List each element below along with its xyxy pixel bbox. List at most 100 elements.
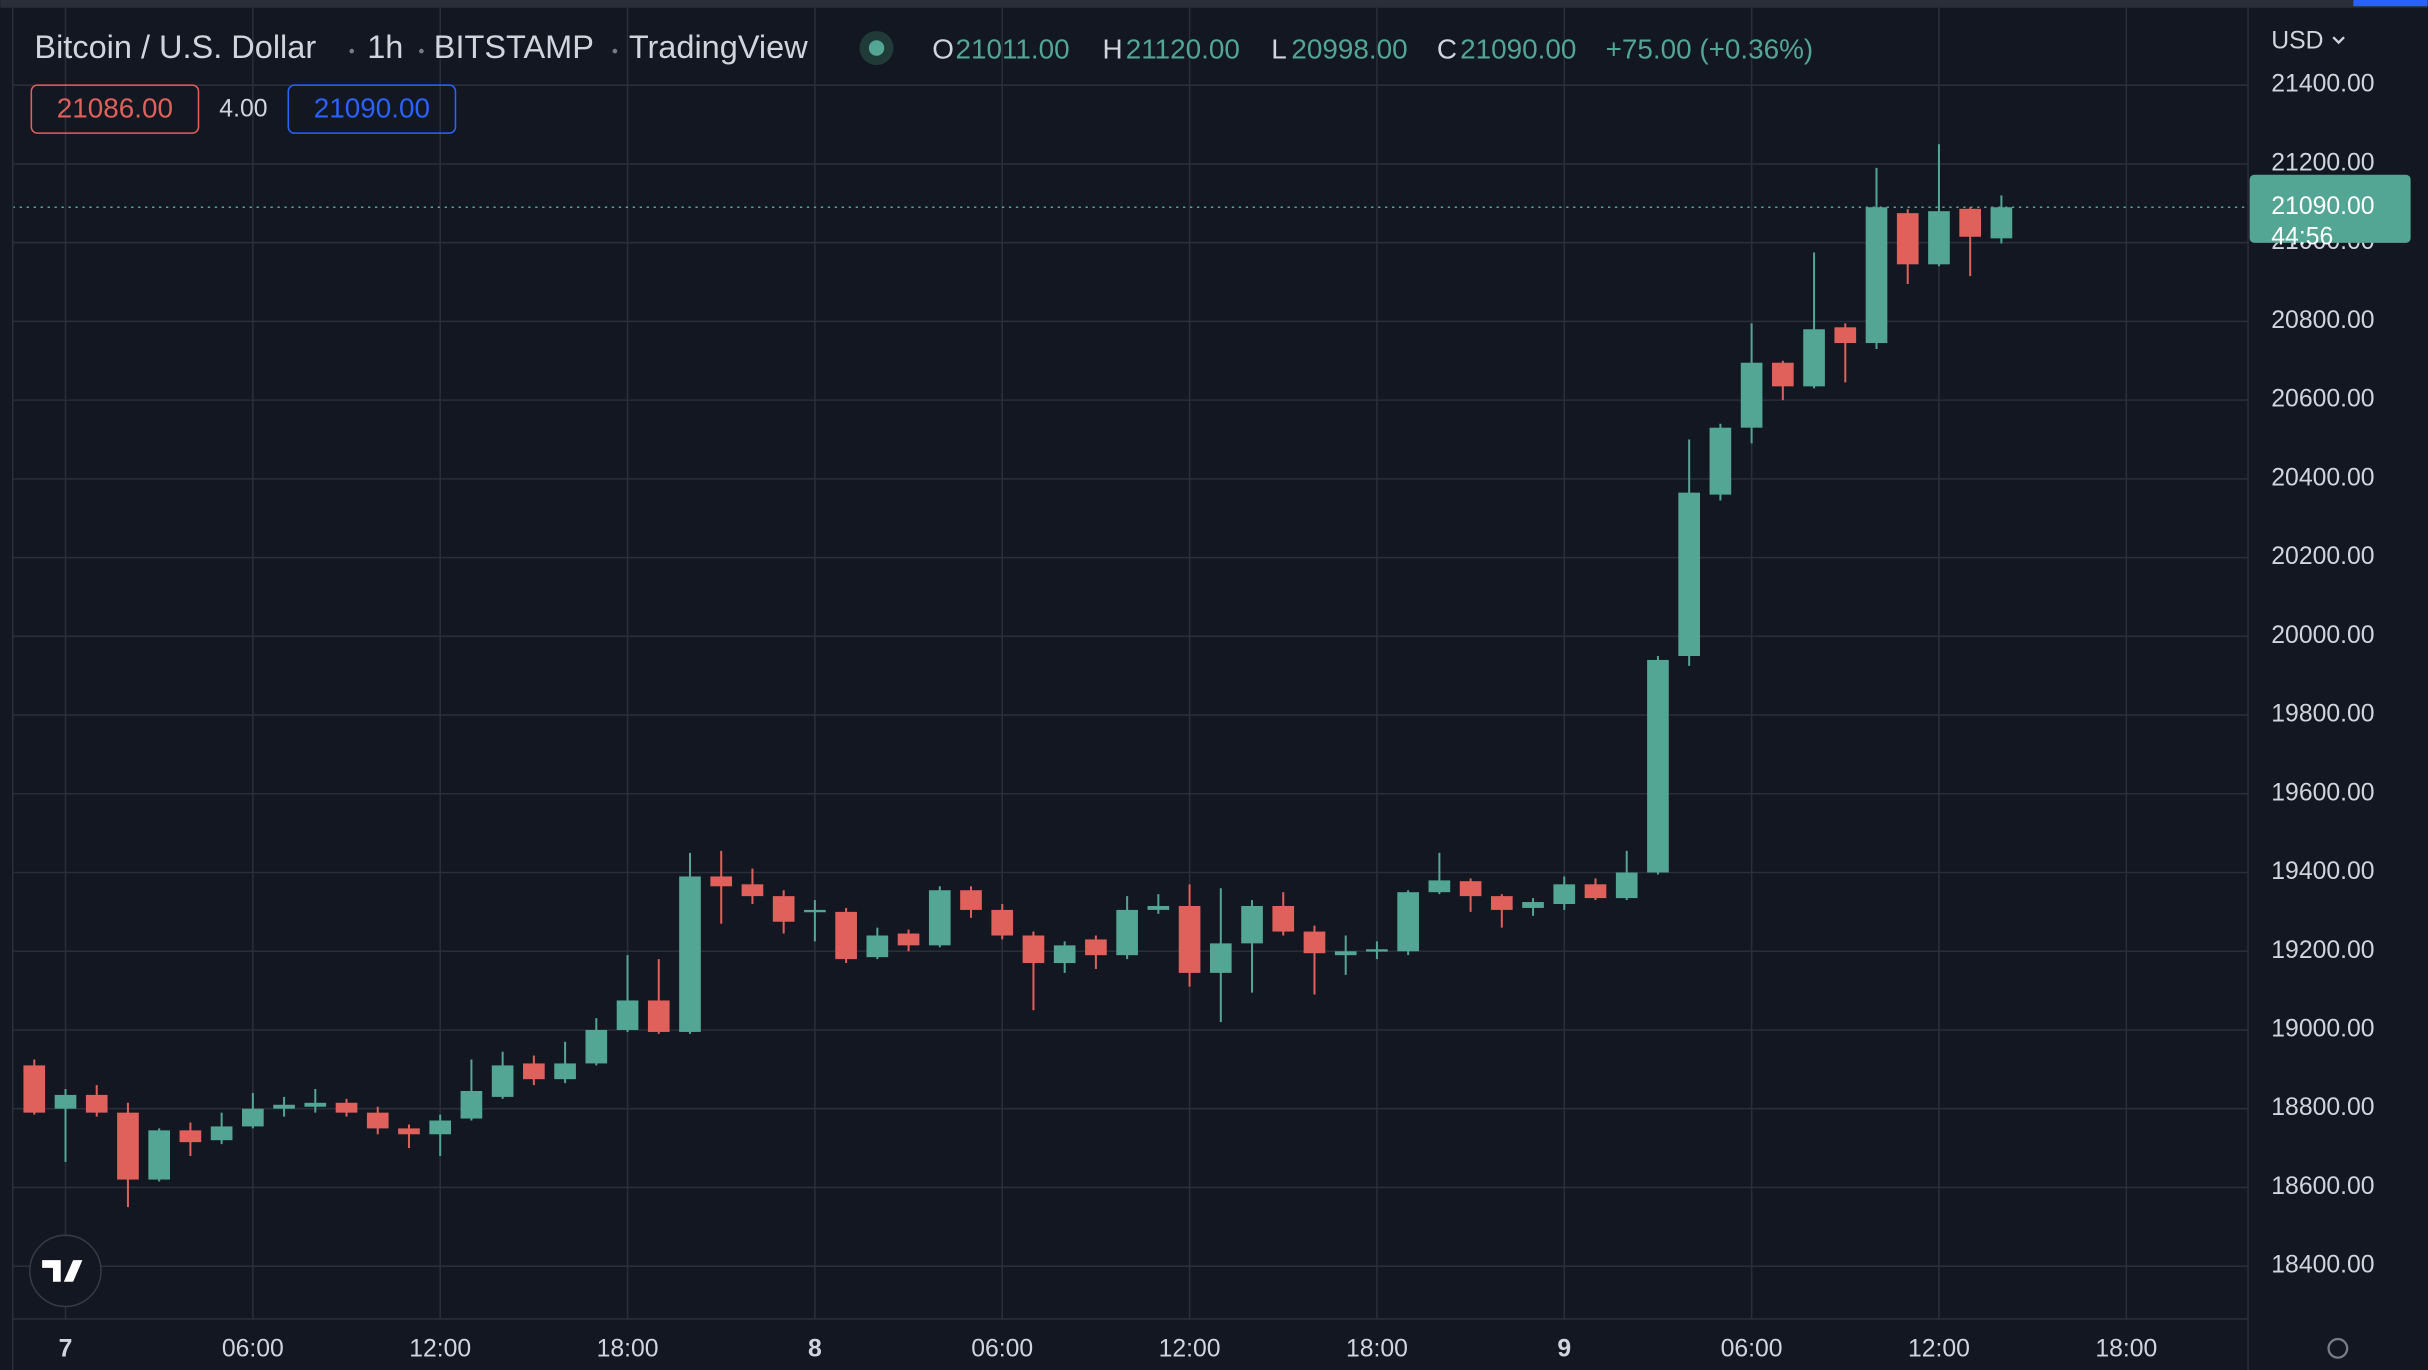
candle-body [1647,659,1669,873]
candle-body [1522,902,1544,908]
candle-body [85,1094,108,1113]
y-tick-label: 20400.00 [2271,464,2374,491]
y-tick-label: 19600.00 [2271,779,2374,806]
x-tick-label: 06:00 [1721,1335,1783,1362]
x-tick-label: 18:00 [597,1335,659,1362]
candle-body [210,1126,233,1141]
candle-body [928,890,951,946]
close-value: 21090.00 [1460,33,1576,64]
candle-body [148,1130,171,1180]
top-accent [2353,0,2428,7]
y-tick-label: 19400.00 [2271,858,2374,885]
y-tick-label: 18600.00 [2271,1173,2374,1200]
x-tick-label: 06:00 [971,1335,1033,1362]
candle-body [1928,211,1950,265]
y-tick-label: 18400.00 [2271,1252,2374,1279]
candle-body [304,1102,327,1107]
candle-body [1772,362,1794,387]
candle-body [1459,881,1482,897]
price-label-box [2249,174,2411,243]
candle-body [1740,362,1763,428]
currency-chevron[interactable] [2332,36,2345,45]
candle-body [523,1063,545,1080]
y-tick-label: 19800.00 [2271,701,2374,728]
candle-body [1178,905,1201,973]
candle-body [491,1065,514,1097]
candle-body [1209,943,1232,973]
y-tick-label: 19200.00 [2271,937,2374,964]
high-value: 21120.00 [1126,33,1240,64]
candle-body [710,876,733,887]
logo[interactable] [28,1234,102,1308]
candle-body [647,1000,670,1032]
logo-mark[interactable] [42,1260,83,1282]
candle-body [366,1112,389,1129]
candle-body [335,1102,358,1113]
y-tick-label: 20800.00 [2271,307,2374,334]
x-tick-label: 7 [59,1335,73,1362]
y-tick-label: 21200.00 [2271,149,2374,176]
y-tick-label: 20200.00 [2271,543,2374,570]
currency[interactable]: USD [2271,27,2323,54]
candle-body [1085,939,1107,956]
candle-body [1397,892,1419,952]
x-tick-label: 12:00 [1159,1335,1221,1362]
low-value: 20998.00 [1291,33,1407,64]
change: +75.00 (+0.36%) [1606,33,1814,64]
candle-body [1022,935,1045,964]
candle-body [1303,931,1326,954]
bid-badge [30,84,200,134]
candle-body [866,935,889,958]
x-tick-label: 06:00 [222,1335,284,1362]
symbol: Bitcoin / U.S. Dollar [34,29,316,65]
candle-body [1116,909,1138,956]
candle-body [1334,951,1357,956]
candle-body [1678,492,1701,657]
open-value: 21011.00 [955,33,1069,64]
candle-body [242,1108,264,1127]
sep [349,48,355,54]
sep [612,48,618,54]
candle-body [741,884,764,897]
candle-body [429,1120,452,1135]
candle-body [1272,905,1295,932]
candle-body [1803,329,1825,387]
candle-body [835,911,857,960]
close-key: C [1437,33,1457,64]
candle-body [960,890,982,910]
top-border [0,0,2428,8]
high-key: H [1103,33,1123,64]
y-tick-label: 18800.00 [2271,1094,2374,1121]
ask: 21090.00 [314,92,430,123]
ask-badge [287,84,457,134]
candle-body [1990,207,2013,239]
candle-body [1366,949,1388,952]
candle-body [1834,327,1857,344]
settings[interactable] [2327,1337,2349,1359]
candle-body [772,896,795,922]
status-dot [868,40,885,56]
open-key: O [932,33,954,64]
candle-body [1053,945,1076,964]
exchange: BITSTAMP [434,29,594,65]
spread: 4.00 [219,95,267,122]
candle-body [1584,884,1607,899]
candle-body [804,909,826,913]
bid: 21086.00 [57,92,173,123]
candle-body [117,1112,139,1180]
candle-body [679,876,701,1032]
x-tick-label: 18:00 [2095,1335,2157,1362]
candle-body [1428,880,1451,893]
x-tick-label: 12:00 [1908,1335,1970,1362]
y-tick-label: 19000.00 [2271,1016,2374,1043]
x-tick-label: 12:00 [409,1335,471,1362]
candle-body [991,909,1014,936]
candle-body [1615,872,1638,899]
candle-body [554,1063,576,1080]
y-tick-label: 20600.00 [2271,386,2374,413]
x-tick-label: 8 [808,1335,822,1362]
price-label: 21090.00 [2271,193,2374,220]
low-key: L [1271,33,1287,64]
